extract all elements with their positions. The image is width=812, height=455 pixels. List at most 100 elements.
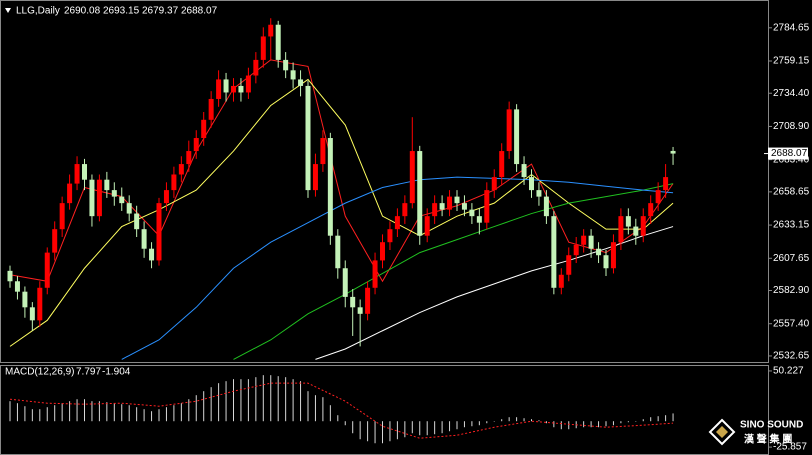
macd-bar bbox=[501, 419, 503, 422]
macd-bar bbox=[359, 421, 361, 440]
candle-body bbox=[82, 164, 87, 180]
candle-body bbox=[499, 151, 505, 178]
candle-body bbox=[178, 164, 184, 175]
candle-body bbox=[216, 79, 222, 99]
candle-body bbox=[506, 109, 512, 152]
macd-bar bbox=[98, 401, 100, 422]
macd-bar bbox=[143, 409, 145, 422]
candle-body bbox=[104, 179, 110, 191]
candle-body bbox=[37, 287, 43, 321]
candle-body bbox=[558, 274, 564, 288]
macd-bar bbox=[396, 421, 398, 440]
candle-body bbox=[655, 190, 661, 204]
macd-bar bbox=[158, 409, 160, 422]
macd-bar bbox=[344, 421, 346, 426]
macd-bar bbox=[590, 421, 592, 428]
macd-bar bbox=[270, 375, 272, 422]
candle-body bbox=[424, 216, 430, 236]
macd-bar bbox=[31, 409, 33, 422]
y-tick-label: 2708.90 bbox=[773, 121, 810, 132]
candle-body bbox=[670, 150, 676, 154]
candle-body bbox=[372, 260, 378, 288]
macd-bar bbox=[352, 421, 354, 434]
candle-body bbox=[59, 203, 65, 230]
y-tick-label: 2607.65 bbox=[773, 253, 810, 264]
macd-bar bbox=[627, 421, 629, 423]
candle-body bbox=[298, 79, 304, 86]
macd-bar bbox=[337, 415, 339, 422]
macd-bar bbox=[69, 401, 71, 422]
macd-bar bbox=[46, 407, 48, 422]
y-tick-label: 2557.40 bbox=[773, 318, 810, 329]
candle-body bbox=[96, 179, 102, 217]
signal-line bbox=[9, 382, 674, 439]
macd-bar bbox=[91, 401, 93, 422]
macd-bar bbox=[560, 421, 562, 430]
macd-bar bbox=[463, 421, 465, 428]
candle-body bbox=[588, 235, 594, 249]
y-tick-label: 2582.90 bbox=[773, 285, 810, 296]
macd-bar bbox=[195, 395, 197, 422]
candle-body bbox=[290, 70, 296, 80]
macd-bar bbox=[471, 421, 473, 427]
candle-body bbox=[461, 203, 467, 210]
macd-bar bbox=[553, 421, 555, 428]
candle-body bbox=[231, 85, 236, 93]
header-open: 2690.08 bbox=[64, 6, 101, 17]
y-tick-label: 2658.65 bbox=[773, 187, 810, 198]
candle-body bbox=[22, 291, 28, 308]
candle-body bbox=[111, 190, 117, 197]
candle-body bbox=[260, 36, 266, 60]
candle-body bbox=[514, 109, 520, 165]
candle-body bbox=[14, 281, 20, 292]
macd-bar bbox=[545, 421, 547, 424]
candle-body bbox=[275, 24, 281, 60]
candle-body bbox=[536, 190, 542, 197]
candle-body bbox=[312, 164, 318, 191]
macd-bar bbox=[374, 421, 376, 444]
candle-body bbox=[409, 151, 415, 204]
y-tick-label: 2532.65 bbox=[773, 351, 810, 362]
candle-body bbox=[193, 138, 199, 152]
header-high: 2693.15 bbox=[103, 6, 140, 17]
candle-body bbox=[201, 119, 207, 139]
candle-body bbox=[245, 75, 251, 93]
indicator-line bbox=[233, 183, 674, 360]
macd-bar bbox=[225, 381, 227, 422]
candle-body bbox=[335, 235, 341, 269]
candle-body bbox=[454, 196, 460, 204]
candle-body bbox=[141, 229, 147, 249]
macd-bar bbox=[612, 421, 614, 426]
macd-bar bbox=[411, 421, 413, 434]
watermark-chinese: 漢 聲 集 團 bbox=[744, 433, 792, 446]
candle-body bbox=[476, 216, 482, 223]
candle-body bbox=[126, 203, 132, 214]
candle-body bbox=[394, 216, 400, 230]
macd-bar bbox=[240, 379, 242, 422]
candle-body bbox=[149, 248, 155, 261]
candle-body bbox=[640, 216, 646, 236]
macd-bar bbox=[61, 403, 63, 422]
candle-body bbox=[484, 190, 490, 223]
macd-bar bbox=[39, 409, 41, 422]
macd-bar bbox=[441, 421, 443, 434]
watermark-logo-inner bbox=[716, 426, 728, 438]
candle-body bbox=[603, 255, 609, 269]
chart-title: LLG,Daily bbox=[16, 6, 60, 17]
macd-bar bbox=[128, 405, 130, 422]
candle-body bbox=[417, 151, 423, 236]
watermark-logo bbox=[708, 418, 736, 446]
candle-body bbox=[74, 164, 80, 184]
macd-bar bbox=[307, 391, 309, 422]
candle-body bbox=[581, 235, 587, 245]
main-panel-frame bbox=[0, 0, 769, 363]
header-close: 2688.07 bbox=[181, 6, 218, 17]
watermark: SINO SOUND 漢 聲 集 團 bbox=[708, 418, 803, 446]
macd-bar bbox=[136, 407, 138, 422]
candle-body bbox=[529, 177, 534, 191]
macd-bar bbox=[76, 399, 78, 422]
macd-bar bbox=[449, 421, 451, 432]
macd-bar bbox=[180, 403, 182, 422]
